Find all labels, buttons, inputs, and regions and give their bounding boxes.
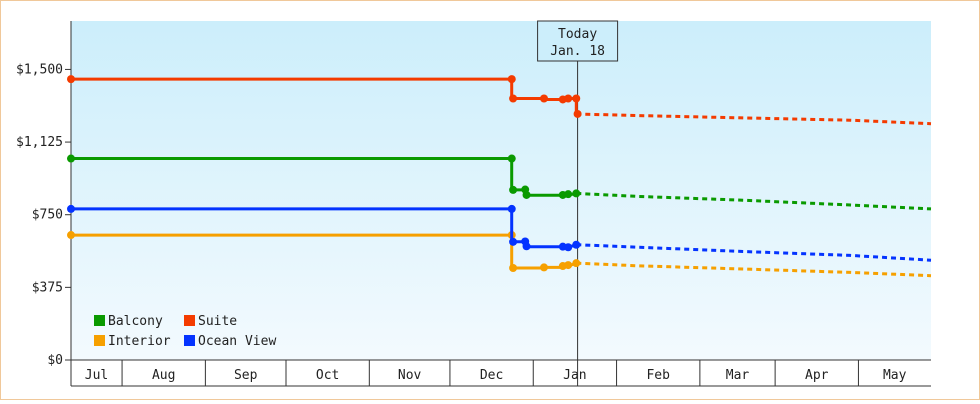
legend-label-balcony: Balcony (108, 314, 163, 329)
legend-swatch-ocean-view (184, 335, 195, 346)
data-point (572, 94, 581, 103)
data-point (572, 189, 581, 198)
legend-swatch-interior (94, 335, 105, 346)
data-point (564, 94, 573, 103)
data-point (507, 75, 516, 84)
data-point (564, 243, 573, 252)
x-month-label: Feb (646, 368, 670, 383)
y-tick-label: $0 (47, 353, 63, 368)
legend: Balcony Suite Interior Ocean View (94, 314, 276, 349)
data-point (507, 154, 516, 163)
x-month-label: Dec (480, 368, 503, 383)
x-month-label: Sep (234, 368, 258, 383)
forecast-line-interior (576, 261, 932, 278)
legend-label-suite: Suite (198, 314, 237, 329)
series-balcony (67, 154, 932, 211)
x-month-label: Jan (563, 368, 586, 383)
data-point (522, 190, 531, 199)
data-point (507, 204, 516, 213)
data-point (67, 154, 75, 163)
data-point (67, 204, 75, 213)
data-point (509, 237, 518, 246)
y-tick-label: $1,500 (16, 62, 63, 77)
x-month-label: Apr (805, 368, 829, 383)
series-layer (67, 75, 932, 278)
legend-swatch-suite (184, 315, 195, 326)
series-interior (67, 231, 932, 278)
x-month-label: Aug (152, 368, 175, 383)
legend-label-ocean-view: Ocean View (198, 334, 276, 349)
data-point (564, 190, 573, 199)
data-point (522, 242, 531, 251)
y-tick-label: $750 (32, 208, 63, 223)
data-point (540, 263, 548, 272)
series-suite (67, 75, 932, 126)
data-point (572, 240, 581, 249)
plot-area (71, 21, 931, 360)
x-month-label: May (883, 368, 907, 383)
forecast-line-balcony (576, 191, 932, 211)
legend-label-interior: Interior (108, 334, 171, 349)
legend-swatch-balcony (94, 315, 105, 326)
today-label: Today (558, 27, 597, 42)
y-tick-label: $1,125 (16, 135, 63, 150)
data-point (572, 259, 581, 268)
data-point (67, 231, 75, 240)
data-point (564, 261, 573, 270)
x-month-label: Jul (85, 368, 108, 383)
data-point (509, 263, 518, 272)
forecast-line-suite (576, 112, 932, 126)
x-month-label: Oct (316, 368, 339, 383)
x-month-label: Nov (398, 368, 422, 383)
data-point (540, 94, 548, 103)
y-tick-label: $375 (32, 280, 63, 295)
today-box (537, 20, 619, 62)
axes: $0 $375 $750 $1,125 $1,500 Jul Aug Sep Oct Nov Dec… (16, 21, 931, 387)
today-date: Jan. 18 (550, 44, 605, 59)
data-point (573, 109, 582, 118)
data-point (509, 185, 518, 194)
data-point (509, 94, 518, 103)
data-point (67, 75, 75, 84)
series-ocean-view (67, 204, 932, 262)
x-month-label: Mar (726, 368, 750, 383)
forecast-line-ocean-view (576, 243, 932, 262)
